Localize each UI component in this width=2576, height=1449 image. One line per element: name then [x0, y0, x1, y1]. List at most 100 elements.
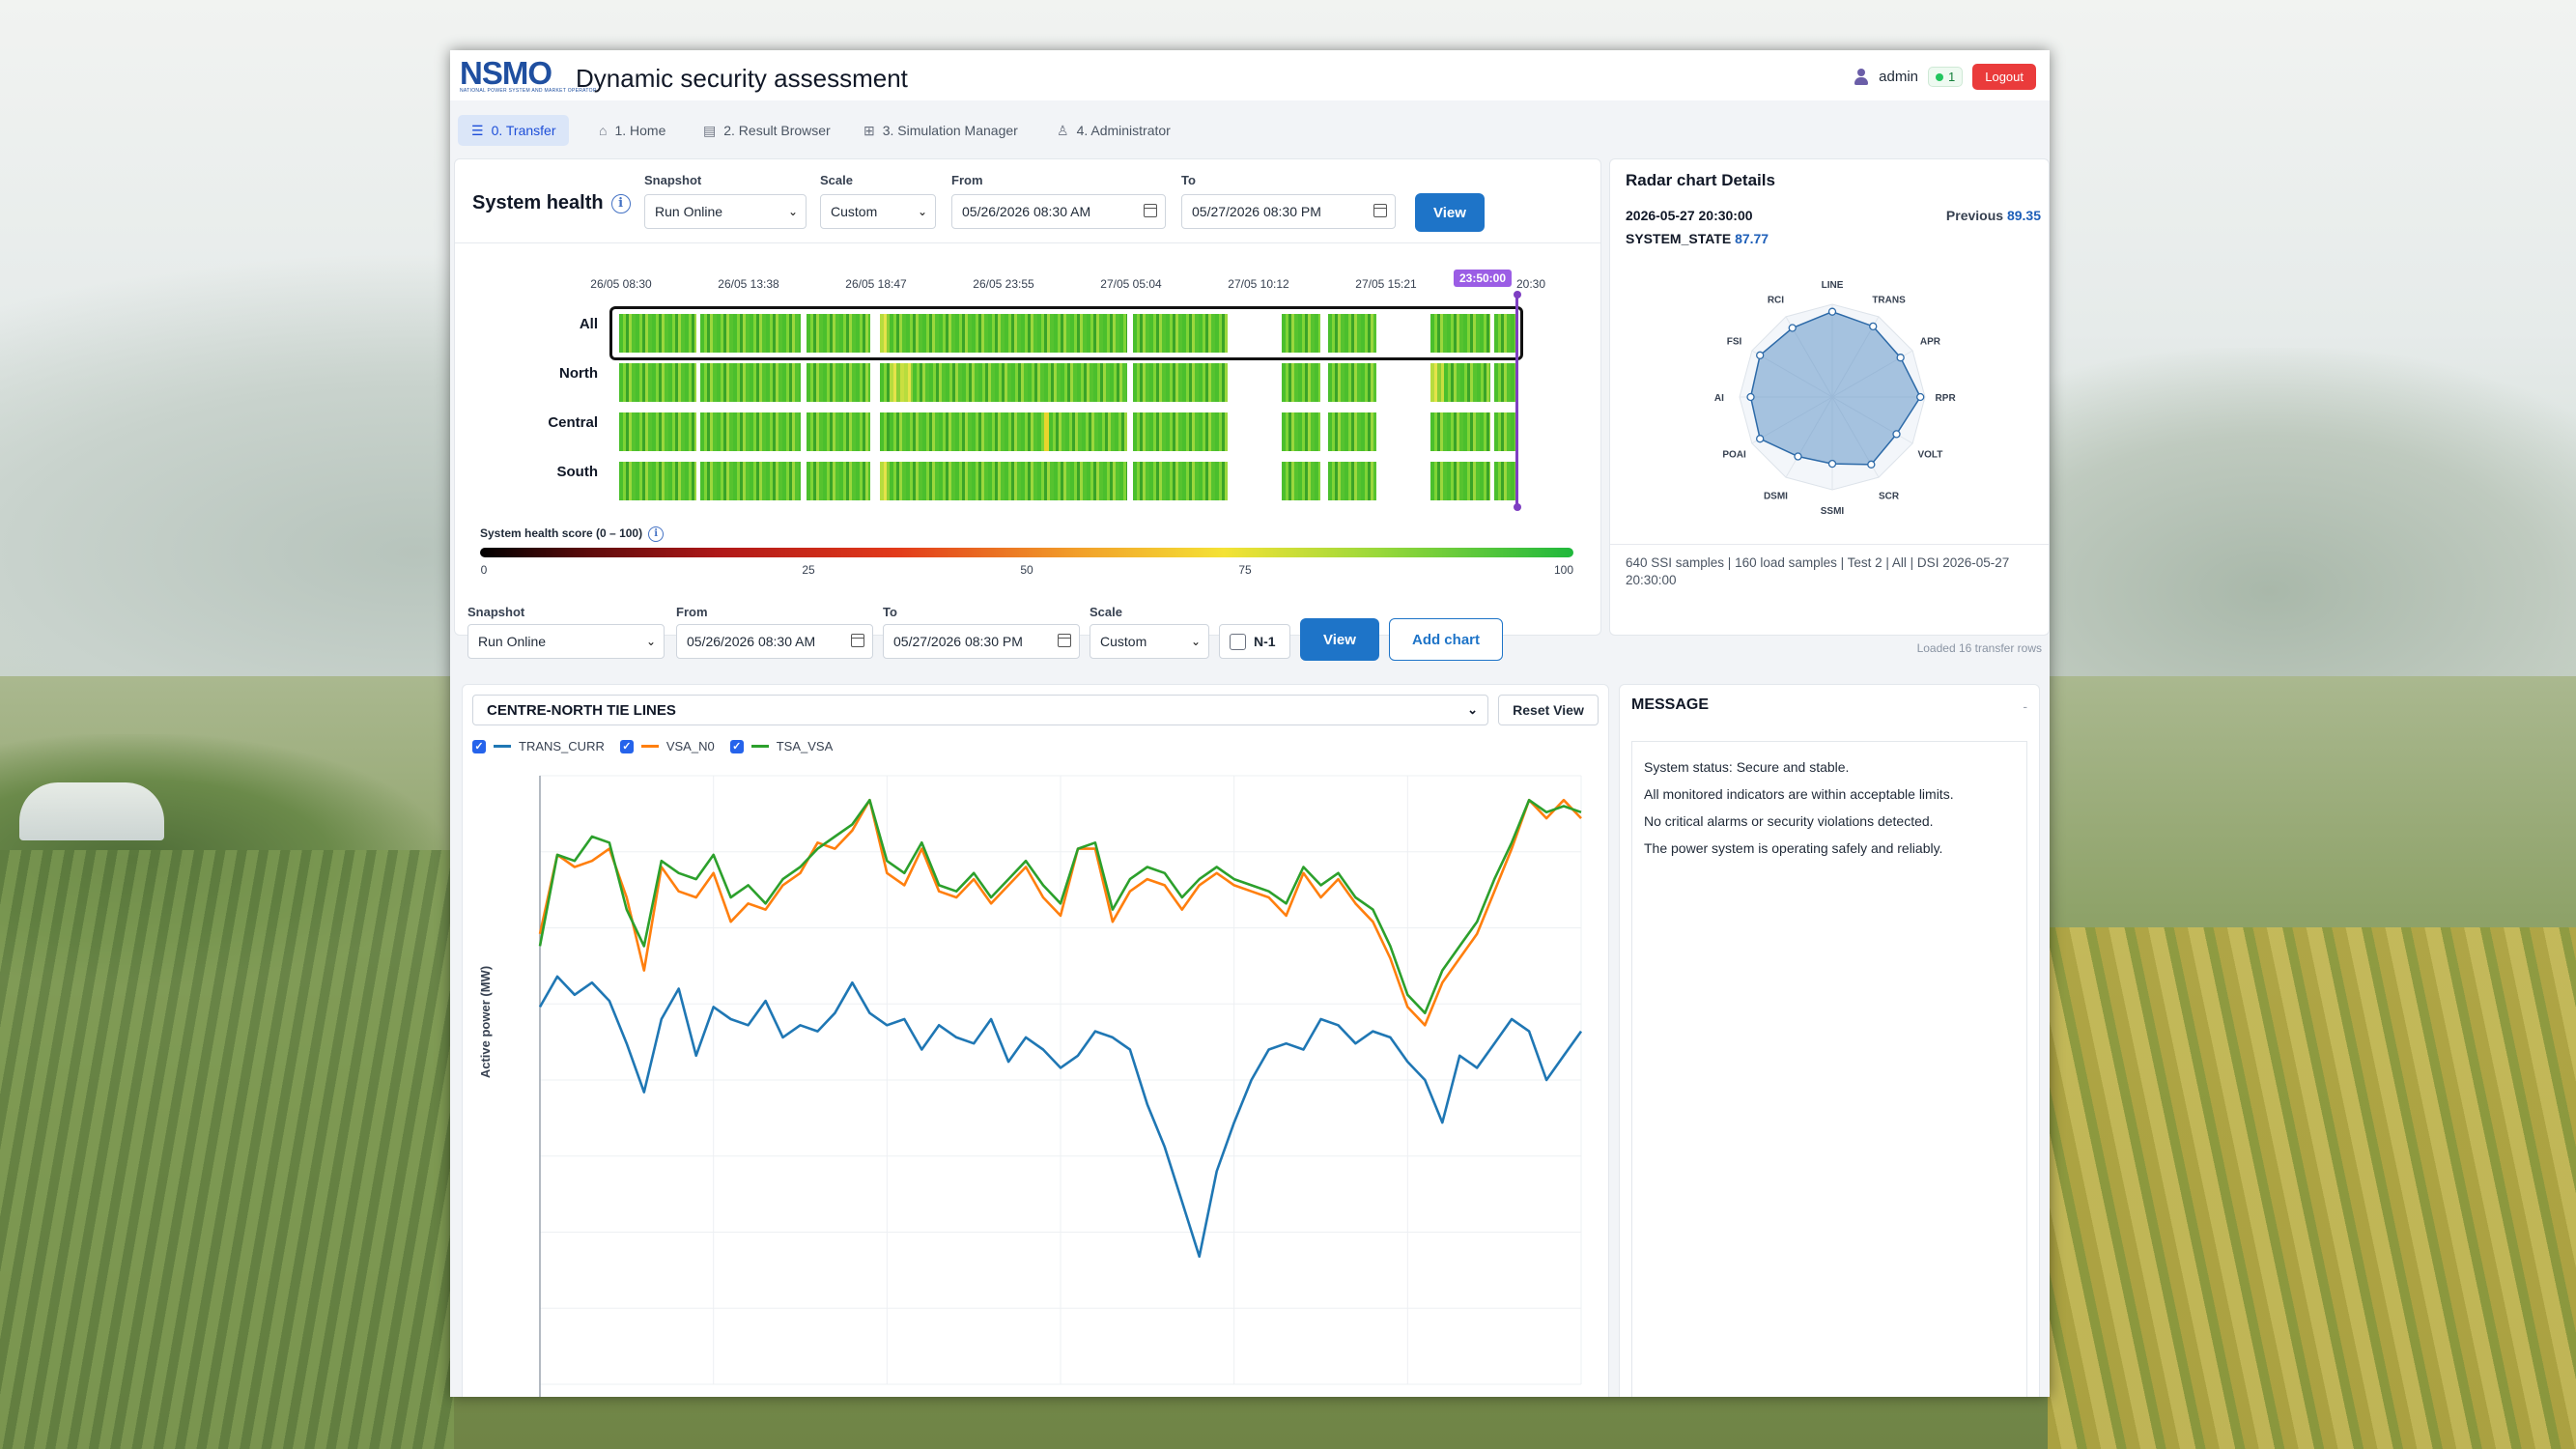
radar-point[interactable] — [1916, 392, 1925, 402]
tab-administrator[interactable]: ♙ 4. Administrator — [1043, 115, 1184, 146]
online-dot-icon — [1936, 72, 1943, 81]
snapshot-select-2[interactable]: Run Online ⌄ — [467, 624, 665, 659]
snapshot-label: Snapshot — [644, 173, 702, 187]
load-status: Loaded 16 transfer rows — [1916, 641, 2042, 655]
radar-point[interactable] — [1867, 460, 1876, 469]
tab-label: 4. Administrator — [1076, 123, 1171, 138]
n1-checkbox[interactable]: N-1 — [1219, 624, 1290, 659]
radar-panel: Radar chart Details 2026-05-27 20:30:00 … — [1609, 158, 2050, 636]
series-line-trans_curr[interactable] — [538, 975, 1583, 1258]
to-date-input-2[interactable]: 05/27/2026 08:30 PM — [883, 624, 1080, 659]
time-tick: 26/05 18:47 — [845, 277, 907, 291]
heatmap-row-north[interactable] — [455, 363, 1600, 402]
system-health-panel: System health i Snapshot Run Online ⌄ Scal… — [454, 158, 1601, 636]
tab-result-browser[interactable]: ▤ 2. Result Browser — [690, 115, 844, 146]
chevron-down-icon: ⌄ — [645, 635, 656, 648]
main-nav: ☰ 0. Transfer ⌂ 1. Home ▤ 2. Result Brow… — [450, 110, 2050, 151]
legend-item-trans-curr[interactable]: ✓ TRANS_CURR — [472, 739, 605, 753]
radar-axis-label: AI — [1714, 393, 1724, 404]
legend-item-tsa-vsa[interactable]: ✓ TSA_VSA — [729, 739, 833, 753]
home-icon: ⌂ — [599, 123, 608, 138]
chevron-down-icon: ⌄ — [787, 205, 798, 218]
legend-item-vsa-n0[interactable]: ✓ VSA_N0 — [619, 739, 715, 753]
scale-label-2: Scale — [1090, 605, 1122, 619]
tab-simulation-manager[interactable]: ⊞ 3. Simulation Manager — [850, 115, 1032, 146]
current-time-marker[interactable]: 23:50:00 — [1453, 270, 1513, 287]
logout-button[interactable]: Logout — [1972, 64, 2036, 90]
radar-point[interactable] — [1892, 430, 1901, 439]
tab-transfer[interactable]: ☰ 0. Transfer — [458, 115, 570, 146]
heatmap-row-all[interactable] — [455, 314, 1600, 353]
time-tick: 26/05 13:38 — [718, 277, 779, 291]
reset-view-button[interactable]: Reset View — [1498, 695, 1599, 725]
chevron-down-icon: ⌄ — [1467, 702, 1478, 717]
series-line-vsa_n0[interactable] — [538, 798, 1582, 1027]
logo-tagline: NATIONAL POWER SYSTEM AND MARKET OPERATO… — [460, 88, 597, 94]
radar-axis-label: LINE — [1822, 280, 1844, 291]
tab-label: 3. Simulation Manager — [882, 123, 1018, 138]
radar-point[interactable] — [1827, 459, 1837, 469]
view-button[interactable]: View — [1415, 193, 1485, 232]
score-gradient-bar — [480, 548, 1573, 557]
chart-group-select[interactable]: CENTRE-NORTH TIE LINES ⌄ — [472, 695, 1488, 725]
view-button-2[interactable]: View — [1300, 618, 1379, 661]
row-label-central: Central — [548, 414, 598, 431]
radar-point[interactable] — [1827, 307, 1837, 316]
message-line: The power system is operating safely and… — [1644, 840, 1943, 856]
row-label-all: All — [579, 316, 598, 332]
heatmap-cell — [1494, 314, 1515, 353]
series-swatch — [750, 745, 769, 748]
scale-select-2[interactable]: Custom ⌄ — [1090, 624, 1209, 659]
radar-axis-label: DSMI — [1764, 491, 1788, 501]
collapse-icon[interactable]: - — [2023, 698, 2027, 714]
radar-point[interactable] — [1794, 452, 1802, 461]
info-icon[interactable]: i — [648, 526, 665, 542]
message-line: System status: Secure and stable. — [1644, 759, 1850, 775]
radar-point[interactable] — [1869, 322, 1878, 330]
chevron-down-icon: ⌄ — [1190, 635, 1201, 648]
user-area: admin 1 Logout — [1854, 64, 2036, 90]
line-chart[interactable]: Active power (MW)0 MW — [463, 762, 1608, 1397]
add-chart-button[interactable]: Add chart — [1389, 618, 1503, 661]
radar-point[interactable] — [1756, 435, 1765, 443]
radar-title: Radar chart Details — [1626, 171, 1775, 189]
radar-spoke — [1785, 396, 1833, 478]
time-cursor-handle[interactable] — [1514, 291, 1521, 298]
message-line: All monitored indicators are within acce… — [1644, 786, 1954, 802]
selected-row-outline — [609, 306, 1523, 360]
list-icon: ☰ — [471, 122, 484, 138]
series-line-tsa_vsa[interactable] — [538, 798, 1582, 1014]
time-cursor-line[interactable] — [1515, 295, 1518, 507]
header: NSMO NATIONAL POWER SYSTEM AND MARKET OP… — [450, 50, 2050, 100]
from-date-input[interactable]: 05/26/2026 08:30 AM — [951, 194, 1166, 229]
username: admin — [1879, 69, 1918, 85]
radar-spoke — [1831, 316, 1880, 398]
snapshot-label-2: Snapshot — [467, 605, 525, 619]
radar-axis-label: TRANS — [1872, 296, 1906, 306]
heatmap-cell — [880, 314, 890, 353]
radar-point[interactable] — [1746, 392, 1755, 402]
radar-point[interactable] — [1788, 324, 1797, 332]
snapshot-select[interactable]: Run Online ⌄ — [644, 194, 807, 229]
time-cursor-handle[interactable] — [1514, 503, 1521, 511]
tab-home[interactable]: ⌂ 1. Home — [585, 115, 679, 146]
from-date-input-2[interactable]: 05/26/2026 08:30 AM — [676, 624, 873, 659]
message-panel: MESSAGE - System status: Secure and stab… — [1619, 684, 2040, 1397]
radar-footer: 640 SSI samples | 160 load samples | Tes… — [1610, 544, 2049, 589]
radar-axis-label: RCI — [1768, 296, 1784, 306]
radar-point[interactable] — [1896, 354, 1905, 362]
calendar-icon — [1373, 204, 1387, 217]
radar-axis-label: VOLT — [1917, 450, 1942, 461]
to-date-input[interactable]: 05/27/2026 08:30 PM — [1181, 194, 1396, 229]
heatmap-cell — [890, 314, 1127, 353]
tab-label: 0. Transfer — [491, 123, 556, 138]
legend-tick: 25 — [802, 563, 815, 577]
radar-point[interactable] — [1756, 351, 1765, 359]
info-icon[interactable]: i — [610, 194, 631, 213]
time-tick: 27/05 05:04 — [1100, 277, 1162, 291]
radar-chart[interactable]: LINE TRANS APR RPR VOLT SCR SSMI DSMI POAI AI FSI R… — [1668, 264, 1996, 534]
heatmap-row-south[interactable] — [455, 462, 1600, 500]
scale-select[interactable]: Custom ⌄ — [820, 194, 936, 229]
heatmap-row-central[interactable] — [455, 412, 1600, 451]
series-legend: ✓ TRANS_CURR ✓ VSA_N0 ✓ TSA_VSA — [472, 739, 833, 753]
